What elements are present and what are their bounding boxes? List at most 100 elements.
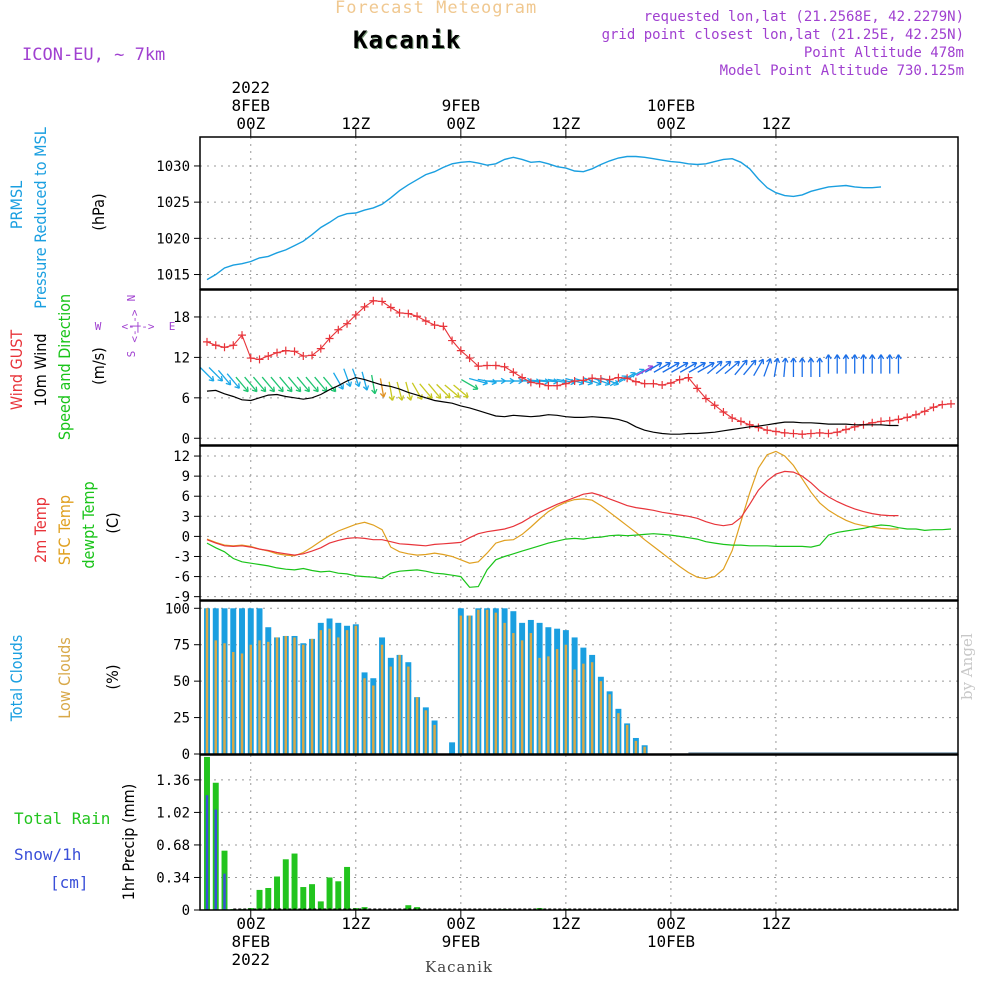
wind-arrow-head [773, 357, 781, 364]
bar-low-cloud [555, 649, 559, 754]
wind-arrow-head [269, 386, 276, 393]
gust-marker [946, 399, 955, 408]
ytick-label-temp: -9 [173, 590, 190, 606]
wind-arrow [773, 357, 781, 377]
panel-frame-pressure [199, 136, 959, 290]
compass-w: W [95, 320, 102, 333]
wind-arrow-head [709, 361, 715, 368]
xtick-label-top: 9FEB [442, 96, 481, 115]
wind-arrow-head [816, 357, 823, 363]
wind-arrow-head [868, 354, 876, 360]
bar-low-cloud [345, 630, 349, 754]
wind-arrow-shaft [405, 381, 412, 401]
wind-arrow-shaft [208, 367, 223, 382]
wind-arrow [636, 365, 654, 377]
requested-point: requested lon,lat (21.2568E, 42.2279N) [643, 9, 964, 25]
bar-low-cloud [258, 640, 261, 754]
bar-low-cloud [477, 609, 480, 754]
gust-marker [465, 354, 474, 363]
bar-low-cloud [302, 644, 305, 754]
wind-arrow-head [734, 360, 741, 367]
wind-arrow-head [742, 359, 748, 366]
gust-marker [404, 309, 413, 318]
ytick-label-clouds: 25 [173, 711, 190, 727]
label-snow: Snow/1h [14, 845, 81, 864]
gust-marker [526, 378, 535, 387]
gust-marker [833, 428, 842, 437]
bar-rain [326, 877, 333, 910]
gust-marker [605, 375, 614, 384]
wind-arrow-shaft [361, 371, 368, 391]
xtick-label-bottom: 00Z [446, 914, 475, 933]
gust-marker [238, 331, 247, 340]
wind-arrow-head [807, 357, 815, 363]
wind-arrow-shaft [322, 376, 337, 393]
wind-arrow [653, 361, 671, 373]
wind-arrow-shaft [371, 374, 376, 394]
bar-low-cloud [354, 625, 358, 754]
bar-low-cloud [389, 666, 393, 754]
gust-marker [911, 410, 920, 419]
bar-rain [309, 884, 316, 910]
wind-arrow [842, 354, 850, 374]
series-wind-gust [206, 300, 952, 435]
wind-arrow [715, 360, 732, 375]
gust-marker [203, 337, 212, 346]
gust-marker [631, 377, 640, 386]
wind-arrow-head [217, 375, 224, 382]
gust-marker [815, 428, 824, 437]
wind-arrow-shaft [379, 378, 385, 398]
series-prmsl [206, 155, 882, 281]
gust-marker [430, 321, 439, 330]
ytick-label-temp: 12 [173, 449, 190, 465]
xtick-label-bottom: 10FEB [647, 932, 695, 951]
xtick-label-top: 12Z [341, 114, 370, 133]
gust-marker [316, 344, 325, 353]
label-prmsl: PRMSL [7, 181, 26, 229]
gust-marker [229, 341, 238, 350]
wind-arrow-shaft [743, 359, 757, 376]
wind-arrow [868, 354, 876, 374]
wind-arrow [244, 376, 258, 393]
bar-low-cloud [617, 713, 620, 754]
gust-marker [658, 381, 667, 390]
wind-arrow-head [766, 358, 773, 364]
gust-marker [894, 415, 903, 424]
wind-arrow-head [691, 361, 698, 368]
ytick-label-pressure: 1020 [156, 231, 190, 247]
wind-arrow-head [781, 357, 789, 363]
wind-arrow-head [295, 386, 302, 393]
gust-marker [570, 376, 579, 385]
wind-arrow-head [596, 379, 602, 386]
wind-arrow-head [851, 354, 858, 360]
wind-arrow [697, 361, 715, 373]
xtick-label-top: 00Z [656, 114, 685, 133]
wind-arrow-shaft [226, 373, 240, 389]
bar-low-cloud [293, 637, 296, 754]
bar-low-cloud [223, 643, 226, 754]
wind-arrow-head [860, 354, 867, 360]
wind-arrow-head [304, 386, 311, 393]
bar-low-cloud [573, 669, 576, 754]
wind-arrow-head [251, 386, 258, 393]
gust-marker [273, 348, 282, 357]
gust-marker [693, 384, 702, 393]
wind-arrow-shaft [671, 362, 689, 373]
bar-rain [317, 901, 324, 910]
wind-arrow-shaft [388, 381, 394, 401]
bar-low-cloud [424, 710, 428, 754]
gust-marker [701, 394, 710, 403]
label-wind-unit: (m/s) [89, 347, 108, 385]
gust-marker [841, 425, 850, 434]
ytick-label-wind: 18 [173, 310, 190, 326]
series-sfc-temp [206, 450, 899, 580]
wind-arrow-head [674, 361, 680, 368]
wind-arrow-head [313, 386, 319, 393]
ytick-label-clouds: 100 [165, 601, 190, 617]
gust-marker [535, 379, 544, 388]
xtick-label-bottom: 12Z [341, 914, 370, 933]
wind-arrow [671, 361, 689, 373]
wind-arrow-shaft [287, 376, 302, 393]
wind-arrow-head [354, 381, 361, 388]
gust-marker [360, 302, 369, 311]
